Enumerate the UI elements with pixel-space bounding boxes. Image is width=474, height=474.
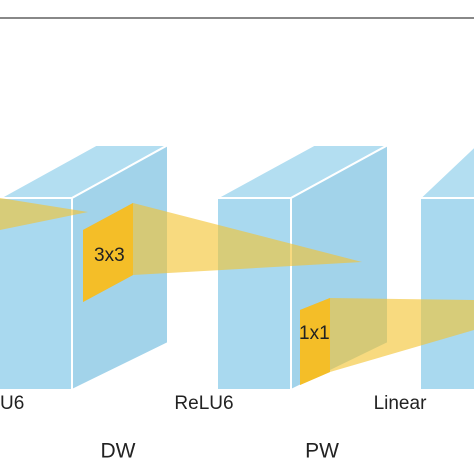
operation-label: PW	[305, 440, 339, 463]
receptive-cone	[83, 203, 362, 302]
block-top	[417, 145, 474, 199]
receptive-cone	[300, 298, 474, 385]
tensor-block	[417, 145, 474, 391]
operation-label: DW	[101, 440, 136, 463]
activation-label: U6	[0, 393, 24, 414]
kernel-label: 3x3	[94, 245, 125, 266]
kernel-label: 1x1	[299, 323, 330, 344]
block-front	[419, 197, 474, 391]
block-front	[216, 197, 292, 391]
receptive-cone	[0, 198, 88, 230]
activation-label: ReLU6	[174, 393, 233, 414]
block-front	[0, 197, 73, 391]
activation-label: Linear	[374, 393, 427, 414]
